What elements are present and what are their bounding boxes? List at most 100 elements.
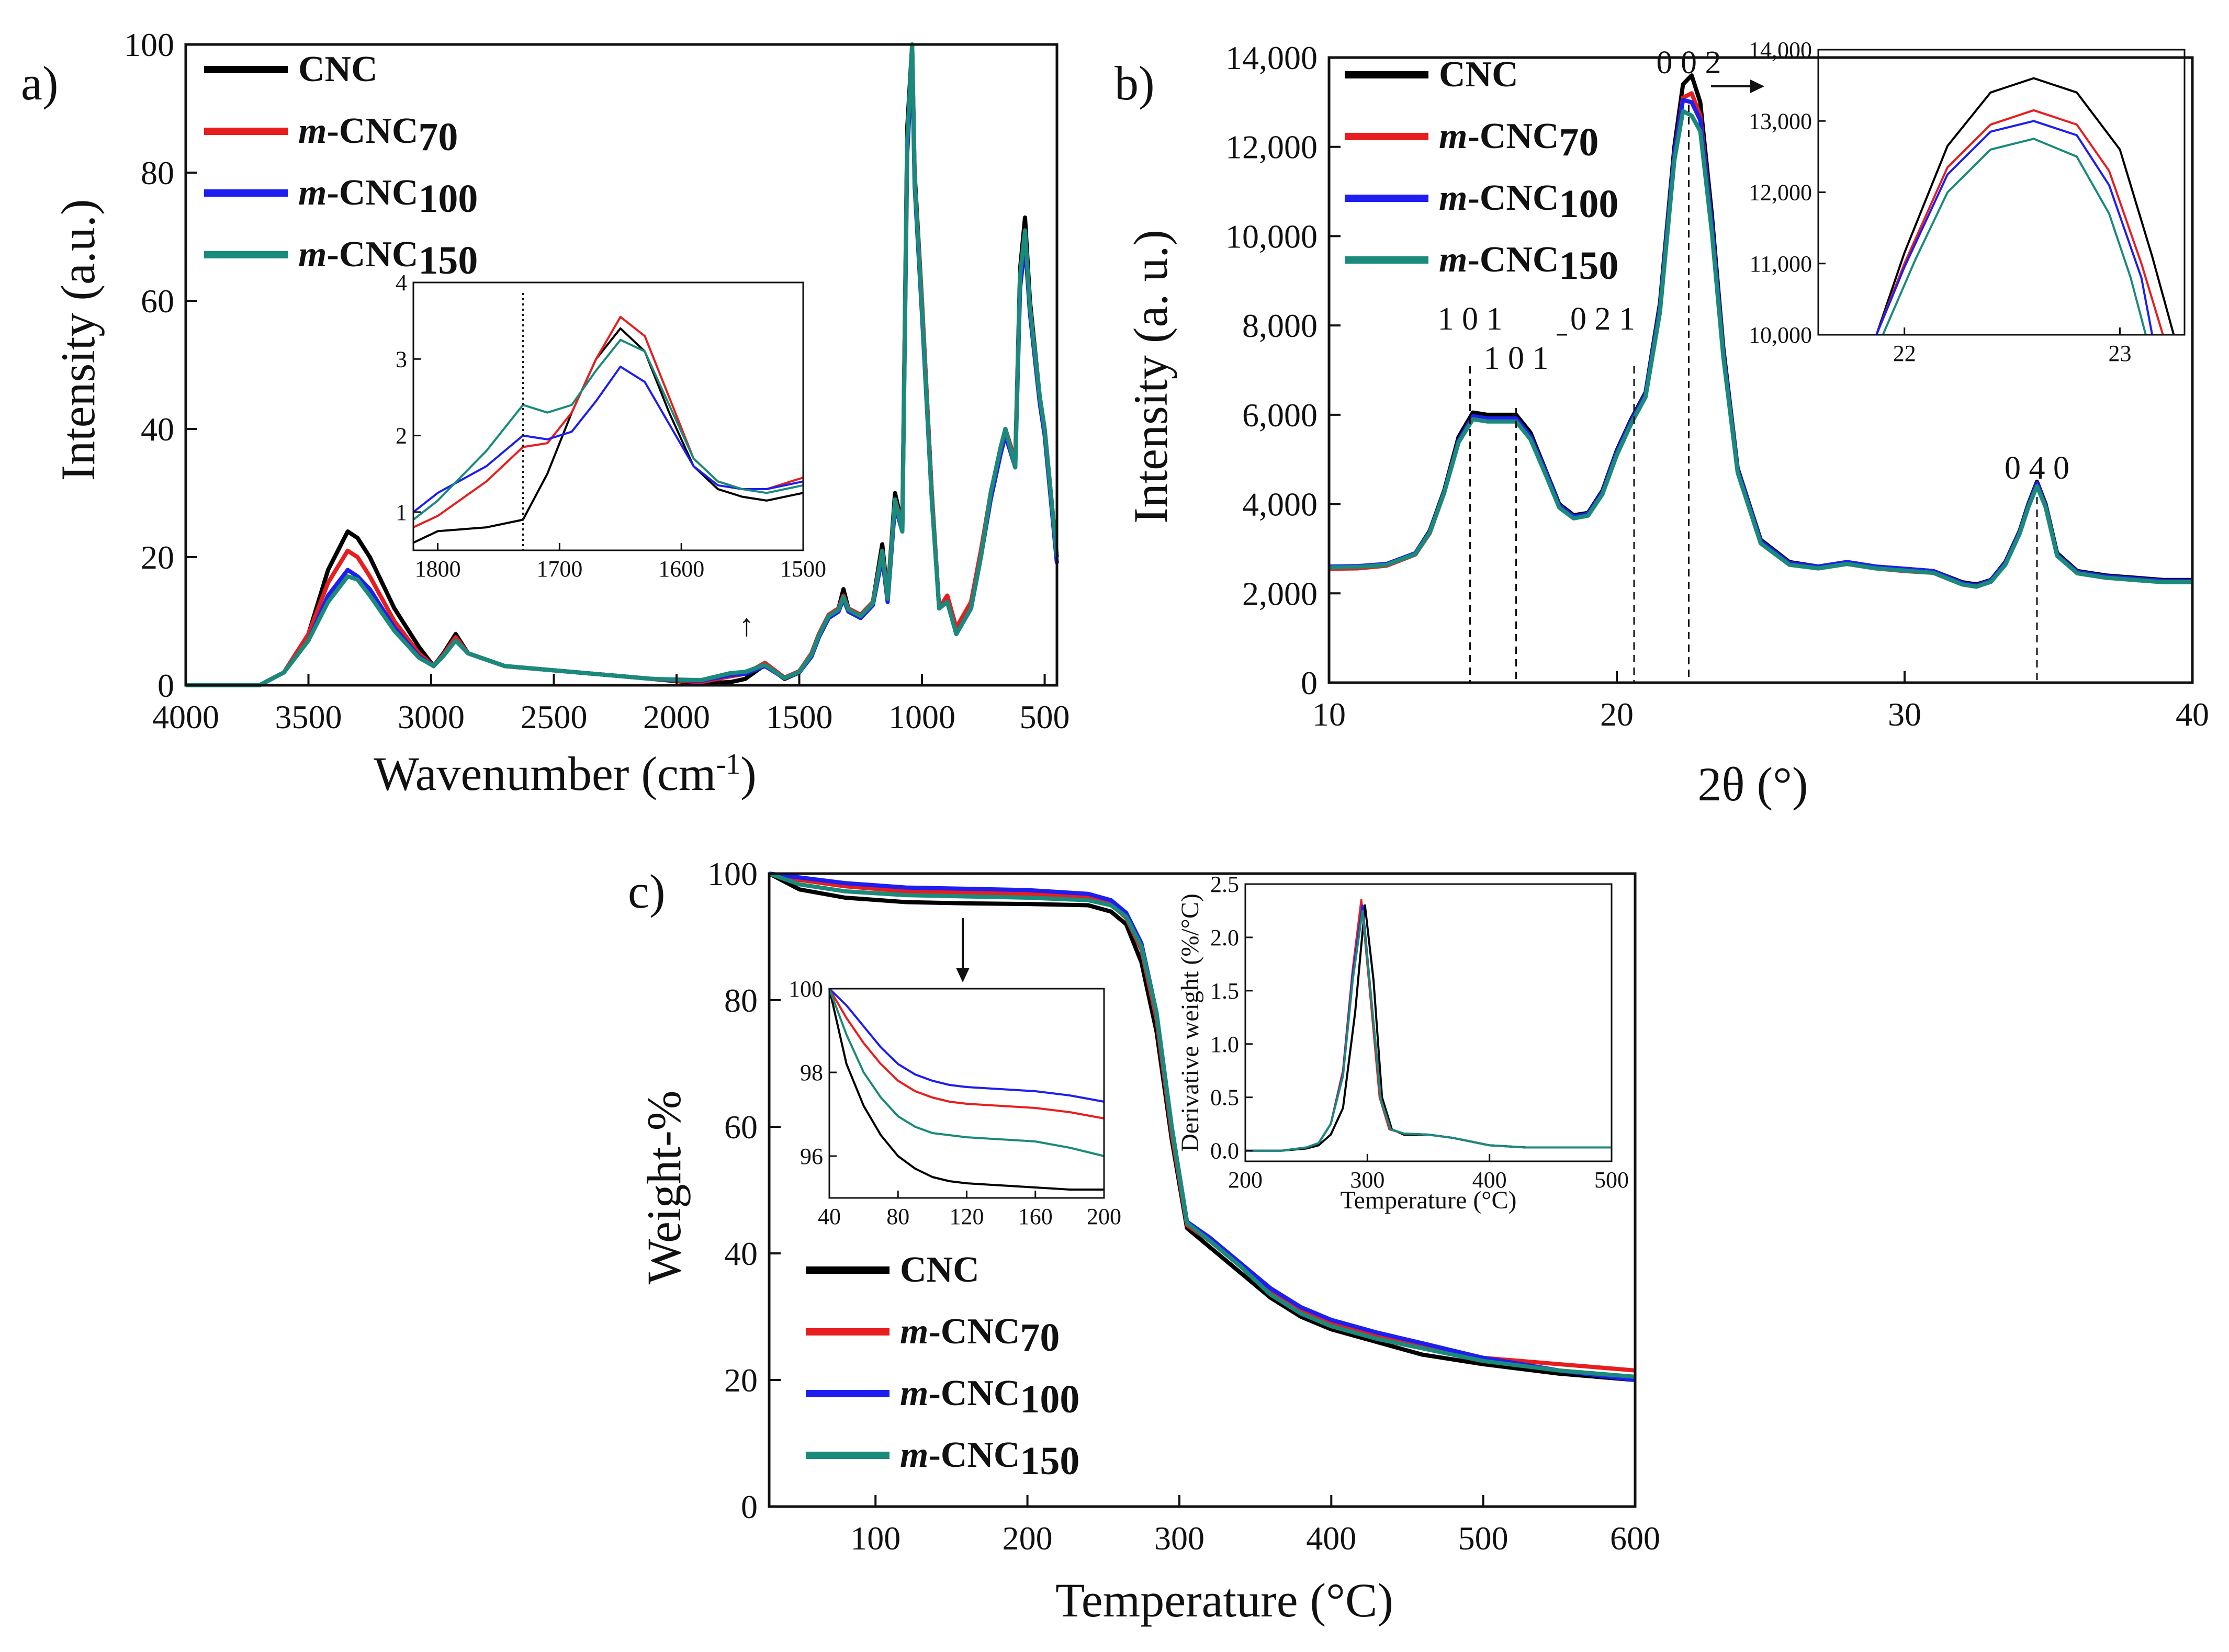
panel-c-inset1-y-tick-label: 100	[789, 976, 823, 1002]
panel-b-y-tick-label: 0	[1301, 664, 1318, 701]
panel-a-y-tick-label: 80	[141, 154, 174, 191]
panel-c-legend-label-m-cnc150: m-CNC150	[900, 1435, 1079, 1483]
panel-c-inset2-y-tick-label: 1.0	[1210, 1032, 1239, 1057]
panel-c-inset2-y-tick-label: 0.5	[1210, 1085, 1239, 1111]
panel-a-legend-label-cnc: CNC	[298, 49, 378, 89]
panel-c-y-axis-label: Weight-%	[637, 1091, 691, 1285]
panel-a-inset-series-m-cnc70	[413, 315, 804, 528]
panel-b-x-axis-label: 2θ (°)	[1697, 757, 1808, 811]
panel-a-plot-area: 4000 3500 3000 2500 2000 1500 1000 500 0 20 40 60 80…	[124, 26, 1070, 736]
panel-b-inset-series-m-cnc70	[1875, 109, 2164, 335]
panel-c-inset2-y-label: Derivative weight (%/°C)	[1176, 893, 1204, 1152]
panel-c-x-tick-label: 500	[1458, 1520, 1508, 1557]
panel-a-series-m-cnc150	[186, 42, 1059, 687]
panel-a-x-tick-label: 4000	[152, 698, 219, 736]
panel-c-inset1-frame	[828, 988, 1105, 1199]
panel-a-x-tick-label: 500	[1020, 698, 1070, 736]
panel-c-series-m-cnc150	[768, 872, 1636, 1379]
panel-a-frame	[184, 43, 1059, 687]
panel-c-y-tick-label: 0	[741, 1488, 758, 1525]
panel-a-legend-label-m-cnc150: m-CNC150	[298, 234, 478, 282]
panel-b-frame	[1327, 56, 2194, 684]
panel-c-legend-label-m-cnc100: m-CNC100	[900, 1373, 1079, 1421]
panel-b-legend-label-m-cnc100: m-CNC100	[1439, 178, 1618, 226]
panel-c-y-tick-label: 20	[724, 1362, 758, 1399]
panel-c-inset2-x-label: Temperature (°C)	[1340, 1186, 1516, 1214]
panel-b-inset-series-m-cnc100	[1875, 120, 2154, 335]
panel-b-inset-y-tick-label: 12,000	[1749, 180, 1812, 206]
panel-c-inset1-series-m-cnc100	[828, 988, 1105, 1103]
panel-b-inset: 22 23 10,000 11,000 12,000 13,000 14,000	[1749, 37, 2186, 366]
panel-c-inset1-x-tick-label: 120	[950, 1204, 984, 1229]
panel-c-inset1-x-tick-label: 40	[818, 1204, 841, 1229]
panel-c-inset2-frame	[1244, 883, 1613, 1162]
panel-c-y-tick-label: 40	[724, 1235, 758, 1272]
panel-b-label: b)	[1114, 56, 1155, 110]
panel-c-inset1-series-m-cnc150	[828, 988, 1105, 1157]
panel-b-x-tick-label: 20	[1600, 696, 1634, 733]
panel-a-inset-frame	[412, 281, 804, 551]
panel-c-inset2-series-cnc	[1245, 904, 1612, 1152]
panel-b-inset-frame	[1817, 49, 2186, 336]
panel-c-inset1-y-tick-label: 96	[800, 1144, 823, 1169]
panel-a-inset-x-tick-label: 1500	[780, 556, 826, 582]
panel-a-inset-x-tick-label: 1600	[658, 556, 704, 582]
panel-c-inset2-x-tick-label: 200	[1228, 1167, 1263, 1193]
panel-c-inset1-series-cnc	[828, 988, 1104, 1191]
panel-c-inset2-x-tick-label: 400	[1472, 1167, 1507, 1193]
panel-c-x-axis-label: Temperature (°C)	[1055, 1574, 1393, 1627]
panel-c-inset-derivative: 200 300 400 500 0.0 0.5 1.0 1.5 2.0 2.5 Temperatur…	[1176, 872, 1629, 1214]
panel-c-plot-area: 100 200 300 400 500 600 0 20 40 60 80 100 CNC m-CNC70…	[707, 855, 1660, 1557]
panel-b-x-tick-label: 40	[2176, 696, 2209, 733]
panel-a-x-tick-label: 1500	[766, 698, 833, 736]
panel-c-legend-label-cnc: CNC	[900, 1250, 980, 1290]
panel-c-inset2-x-tick-label: 500	[1594, 1167, 1629, 1193]
panel-c-y-tick-label: 60	[724, 1108, 758, 1146]
panel-c-x-tick-label: 100	[850, 1520, 900, 1557]
panel-a-y-tick-label: 60	[141, 282, 174, 320]
panel-b-inset-arrow-head	[1750, 80, 1764, 93]
panel-b-y-tick-label: 2,000	[1242, 575, 1318, 612]
panel-a-inset-y-tick-label: 4	[396, 270, 407, 296]
panel-a-y-tick-label: 100	[124, 26, 174, 63]
panel-c-inset2-y-tick-label: 0.0	[1210, 1138, 1239, 1164]
panel-c-y-tick-label: 100	[707, 855, 758, 892]
panel-a-x-tick-label: 3000	[398, 698, 465, 736]
panel-b-plot-area: 10 20 30 40 0 2,000 4,000 6,000 8,000 10,000 12,00…	[1225, 39, 2209, 733]
panel-c-inset1-x-tick-label: 200	[1087, 1204, 1121, 1229]
panel-c-inset1-y-tick-label: 98	[800, 1060, 823, 1085]
panel-c-inset2-y-tick-label: 2.5	[1210, 872, 1239, 897]
panel-a-y-axis-label: Intensity (a.u.)	[51, 199, 105, 481]
panel-b-inset-x-tick-label: 23	[2108, 341, 2131, 366]
panel-b-reflection-label-0: 1 0 1	[1438, 301, 1503, 337]
panel-b-y-tick-label: 12,000	[1225, 129, 1318, 166]
panel-a-inset-y-tick-label: 2	[396, 423, 407, 449]
panel-c-x-tick-label: 200	[1003, 1520, 1053, 1557]
panel-a-legend-label-m-cnc70: m-CNC70	[298, 111, 458, 159]
panel-b-series-m-cnc150	[1329, 109, 2192, 589]
panel-a-inset-y-tick-label: 3	[396, 346, 407, 372]
panel-b-inset-series-cnc	[1875, 77, 2175, 335]
panel-a-inset-x-tick-label: 1700	[536, 556, 582, 582]
panel-b-inset-x-tick-label: 22	[1893, 341, 1916, 366]
panel-b-inset-y-tick-label: 14,000	[1749, 37, 1812, 63]
panel-a-y-tick-label: 40	[141, 411, 174, 448]
panel-c-label: c)	[628, 865, 665, 918]
panel-b-x-tick-label: 30	[1888, 696, 1921, 733]
panel-a-inset: 1800 1700 1600 1500 1 2 3 4	[396, 270, 826, 582]
panel-c-frame	[768, 872, 1637, 1508]
panel-a-arrow-annotation: ↑	[739, 608, 755, 642]
panel-c-x-tick-label: 400	[1306, 1520, 1356, 1557]
panel-a-x-tick-label: 3500	[275, 698, 342, 736]
panel-a-legend-label-m-cnc100: m-CNC100	[298, 173, 478, 221]
panel-b-inset-y-tick-label: 11,000	[1750, 251, 1812, 277]
panel-b-reflection-label-3: 0 0 2	[1657, 45, 1721, 81]
panel-a-x-axis-label: Wavenumber (cm-1)	[374, 747, 757, 800]
panel-c-inset2-y-tick-label: 1.5	[1210, 978, 1239, 1004]
panel-a-y-tick-label: 0	[157, 667, 174, 704]
panel-c-inset2-series-m-cnc150	[1245, 910, 1612, 1152]
panel-c-inset2-x-tick-label: 300	[1350, 1167, 1384, 1193]
panel-b-inset-y-tick-label: 13,000	[1749, 108, 1812, 134]
panel-a: a) 4000 3500 3000 2500 2000 1500 1000 500 0 20 40 6…	[21, 26, 1070, 800]
